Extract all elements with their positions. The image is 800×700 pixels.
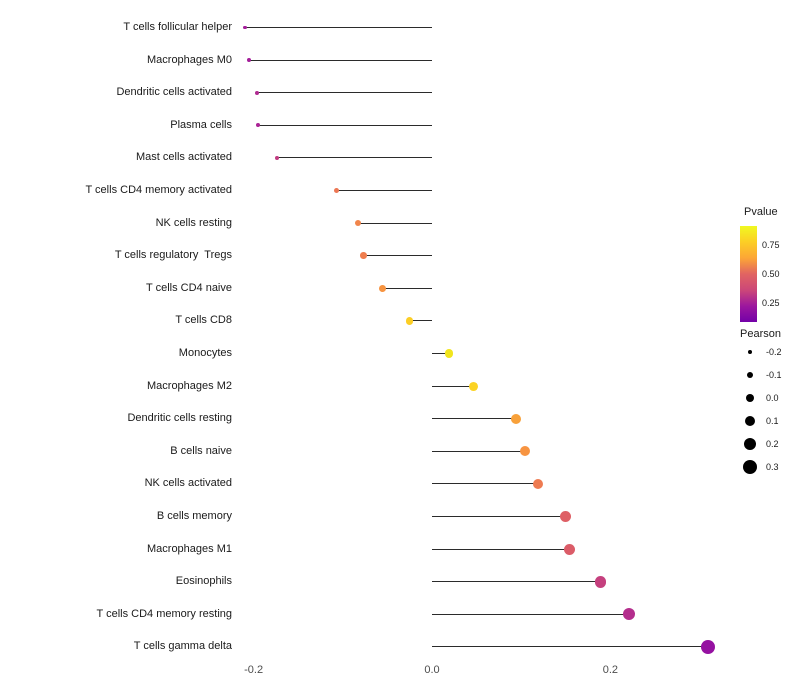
dot: [563, 543, 575, 555]
x-tick-label: -0.2: [244, 664, 264, 676]
dot: [360, 252, 367, 259]
stem-line: [258, 124, 432, 126]
category-label: Macrophages M1: [147, 542, 232, 555]
stem-line: [382, 287, 432, 289]
stem-line: [257, 92, 432, 94]
size-legend-label: 0.1: [766, 416, 779, 426]
size-legend-label: -0.1: [766, 370, 782, 380]
stem-line: [432, 646, 708, 648]
category-label: NK cells activated: [144, 477, 232, 490]
dot: [354, 219, 362, 227]
dot: [247, 58, 252, 63]
dot: [444, 349, 454, 358]
category-label: T cells follicular helper: [123, 21, 232, 33]
category-label: T cells CD4 memory activated: [85, 184, 232, 196]
dot: [274, 155, 280, 161]
dot: [532, 478, 544, 490]
stem-line: [432, 613, 630, 615]
stem-line: [363, 255, 432, 257]
category-label: Plasma cells: [170, 118, 232, 131]
category-label: B cells naive: [170, 444, 232, 457]
stem-line: [336, 190, 432, 191]
dot: [519, 446, 530, 457]
stem-line: [432, 548, 570, 550]
stem-line: [249, 59, 432, 61]
size-legend-label: 0.3: [766, 462, 779, 472]
pvalue-gradient-bar: [740, 226, 757, 322]
category-label: T cells CD8: [175, 314, 232, 327]
stem-line: [432, 581, 601, 583]
stem-line: [432, 450, 525, 452]
stem-line: [432, 483, 539, 485]
category-label: B cells memory: [156, 510, 232, 522]
stem-line: [409, 320, 432, 322]
dot: [560, 511, 572, 522]
category-label: Mast cells activated: [136, 151, 232, 164]
dot: [379, 284, 387, 292]
category-label: Dendritic cells resting: [127, 412, 232, 425]
size-legend-dot: [745, 416, 755, 426]
size-legend-dot: [744, 438, 756, 450]
dot: [333, 187, 340, 194]
dot: [242, 25, 247, 30]
stem-line: [276, 157, 432, 159]
stem-line: [432, 385, 474, 387]
pvalue-tick-label: 0.75: [762, 240, 780, 251]
size-legend-label: -0.2: [766, 347, 782, 357]
stem-line: [357, 222, 432, 224]
stem-line: [244, 27, 432, 28]
category-label: T cells gamma delta: [133, 640, 232, 653]
category-label: Macrophages M2: [147, 379, 232, 392]
pearson-legend-title: Pearson: [740, 328, 781, 340]
dot: [469, 381, 479, 391]
category-label: Eosinophils: [175, 575, 232, 588]
x-tick-label: 0.0: [424, 664, 440, 676]
size-legend-label: 0.2: [766, 439, 779, 449]
category-label: Macrophages M0: [147, 53, 232, 66]
category-label: Dendritic cells activated: [116, 86, 232, 99]
dot: [255, 90, 260, 95]
size-legend-dot: [743, 460, 757, 474]
pvalue-tick-label: 0.50: [762, 269, 780, 279]
dot: [700, 639, 715, 654]
category-label: T cells CD4 memory resting: [96, 607, 233, 620]
dot: [256, 123, 261, 128]
stem-line: [432, 516, 566, 517]
x-tick-label: 0.2: [602, 664, 619, 676]
category-label: NK cells resting: [155, 216, 232, 229]
pvalue-tick-label: 0.25: [762, 297, 780, 308]
stem-line: [432, 353, 449, 354]
category-label: T cells regulatory Tregs: [114, 249, 232, 262]
category-label: Monocytes: [178, 347, 232, 359]
dot: [594, 575, 607, 588]
dot: [510, 413, 521, 424]
stem-line: [432, 418, 516, 420]
size-legend-dot: [746, 394, 754, 402]
size-legend-dot: [747, 372, 753, 378]
size-legend-dot: [748, 350, 752, 354]
category-label: T cells CD4 naive: [146, 281, 232, 294]
dot: [405, 317, 414, 325]
dot: [622, 608, 636, 621]
size-legend-label: 0.0: [766, 393, 779, 403]
pvalue-legend-title: Pvalue: [744, 206, 778, 218]
